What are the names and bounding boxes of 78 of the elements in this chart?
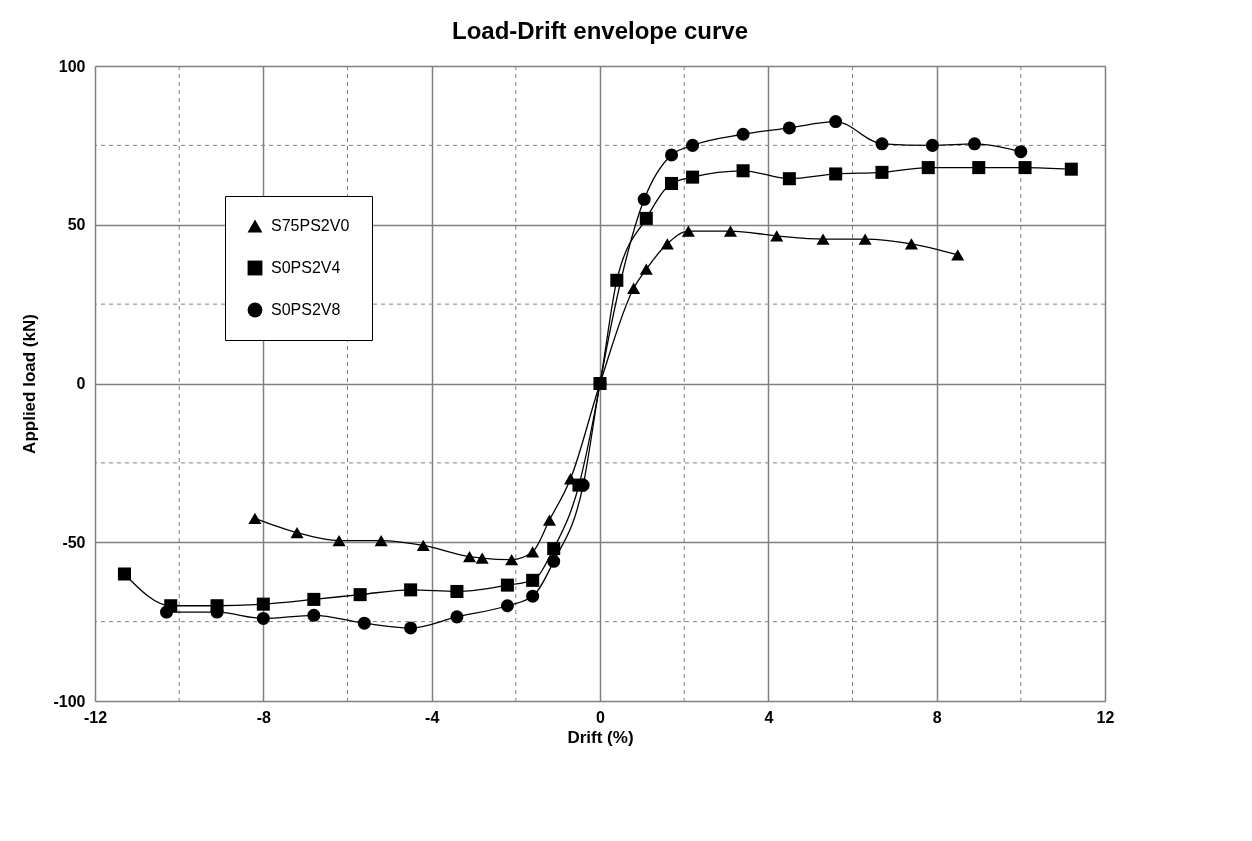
- point: [526, 546, 540, 558]
- y-tick-label: -100: [53, 692, 86, 710]
- point: [829, 167, 843, 181]
- point: [782, 172, 796, 186]
- point: [665, 176, 679, 190]
- point: [686, 170, 700, 184]
- point: [1064, 162, 1078, 176]
- point: [290, 527, 304, 539]
- point: [681, 225, 695, 237]
- point: [736, 127, 750, 141]
- chart-title: Load-Drift envelope curve: [451, 17, 749, 44]
- point: [463, 550, 477, 563]
- point: [639, 263, 653, 275]
- point: [951, 249, 965, 261]
- point: [526, 589, 540, 603]
- x-axis-title: Drift (%): [567, 727, 634, 747]
- point: [858, 233, 872, 245]
- point: [610, 273, 624, 287]
- point: [374, 535, 388, 547]
- point: [353, 588, 367, 602]
- point: [475, 552, 489, 564]
- y-tick-label: 100: [58, 57, 86, 75]
- point: [416, 539, 430, 552]
- point: [639, 211, 653, 225]
- point: [723, 225, 737, 237]
- y-tick-label: -50: [62, 533, 86, 551]
- point: [547, 542, 561, 556]
- point: [404, 583, 418, 597]
- point: [904, 238, 918, 250]
- point: [660, 238, 674, 250]
- point: [875, 165, 889, 179]
- x-tick-label: -8: [256, 708, 272, 726]
- point: [404, 621, 418, 635]
- legend-label: S0PS2V8: [271, 301, 341, 318]
- point: [829, 115, 843, 129]
- point: [1014, 145, 1028, 159]
- x-tick-label: -12: [83, 708, 108, 726]
- point: [816, 233, 830, 245]
- point: [357, 616, 371, 630]
- point: [686, 138, 700, 152]
- point: [782, 121, 796, 135]
- point: [968, 137, 982, 151]
- x-tick-label: -4: [425, 708, 440, 726]
- legend-label: S0PS2V4: [271, 259, 341, 276]
- point: [307, 592, 321, 606]
- point: [526, 573, 540, 587]
- point: [256, 597, 270, 611]
- y-tick-label: 0: [76, 375, 86, 392]
- point: [542, 514, 557, 526]
- point: [921, 161, 935, 175]
- x-tick-label: 4: [764, 708, 774, 726]
- point: [117, 567, 131, 581]
- point: [256, 611, 270, 625]
- point: [972, 161, 986, 175]
- point: [505, 554, 519, 566]
- point: [450, 584, 464, 598]
- point: [307, 608, 321, 622]
- y-tick-label: 50: [67, 216, 86, 234]
- point: [547, 554, 561, 568]
- x-tick-label: 0: [596, 708, 606, 726]
- x-tick-label: 12: [1096, 708, 1115, 726]
- point: [770, 230, 784, 242]
- point: [637, 192, 651, 206]
- point: [332, 535, 346, 547]
- point: [450, 610, 464, 624]
- point: [627, 282, 641, 294]
- point: [500, 578, 514, 592]
- point: [925, 138, 939, 152]
- y-axis-title: Applied load (kN): [20, 314, 40, 454]
- point: [500, 599, 514, 613]
- point: [665, 148, 679, 162]
- point: [875, 137, 889, 151]
- point: [248, 512, 262, 525]
- point: [1018, 161, 1032, 175]
- point: [160, 605, 174, 619]
- point: [736, 164, 750, 178]
- x-tick-label: 8: [932, 708, 942, 726]
- legend-label: S75PS2V0: [271, 217, 350, 234]
